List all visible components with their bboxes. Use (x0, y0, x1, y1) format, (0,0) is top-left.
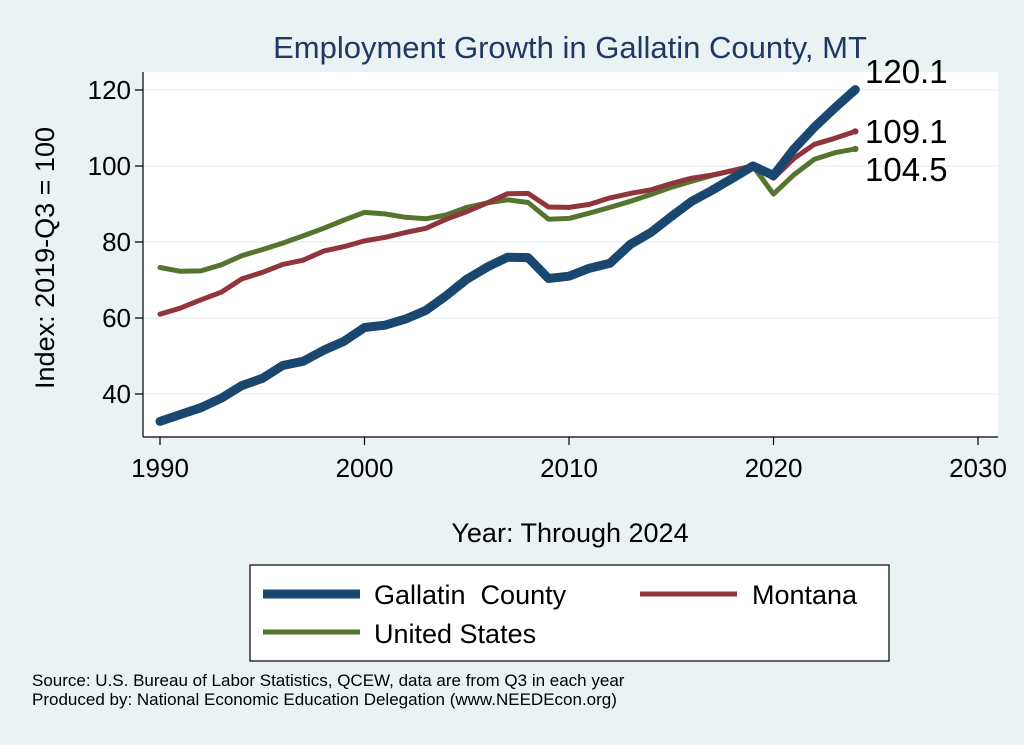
end-label-2: 104.5 (865, 151, 948, 188)
x-tick-label-2010: 2010 (540, 453, 598, 483)
legend: Gallatin County Montana United States (249, 564, 890, 662)
series-end-point-0 (852, 86, 859, 93)
x-ticks: 1990 2000 2010 2020 2030 (131, 437, 1007, 483)
legend-box (249, 564, 890, 662)
y-tick-label-100: 100 (88, 151, 131, 181)
x-tick-label-2000: 2000 (336, 453, 394, 483)
legend-label-gallatin: Gallatin County (374, 580, 567, 610)
produced-by-note: Produced by: National Economic Education… (32, 690, 617, 709)
x-tick-label-1990: 1990 (131, 453, 189, 483)
series-end-point-2 (852, 145, 859, 153)
y-tick-label-40: 40 (102, 379, 131, 409)
x-tick-label-2020: 2020 (745, 453, 803, 483)
series-lines (155, 85, 860, 426)
y-axis-label: Index: 2019-Q3 = 100 (30, 127, 60, 389)
x-axis-label: Year: Through 2024 (451, 518, 688, 548)
source-note: Source: U.S. Bureau of Labor Statistics,… (32, 671, 625, 690)
series-end-point-1 (852, 128, 859, 135)
y-tick-label-120: 120 (88, 75, 131, 105)
footer: Source: U.S. Bureau of Labor Statistics,… (32, 671, 624, 709)
y-tick-label-80: 80 (102, 227, 131, 257)
y-ticks: 40 60 80 100 120 (88, 75, 143, 409)
legend-label-montana: Montana (752, 580, 858, 610)
end-label-1: 109.1 (865, 113, 948, 150)
x-tick-label-2030: 2030 (949, 453, 1007, 483)
y-tick-label-60: 60 (102, 303, 131, 333)
series-line-0 (155, 85, 860, 426)
end-label-0: 120.1 (865, 53, 948, 90)
legend-label-us: United States (374, 619, 536, 649)
chart-title: Employment Growth in Gallatin County, MT (273, 30, 867, 65)
